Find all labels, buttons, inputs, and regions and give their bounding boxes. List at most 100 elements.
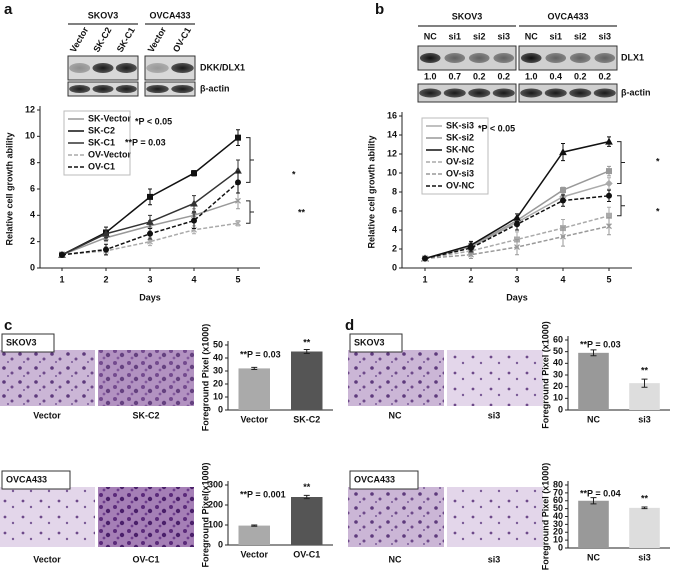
band [115, 63, 137, 73]
band [92, 63, 114, 73]
cell-line-label: SKOV3 [452, 11, 483, 21]
y-tick-label: 50 [553, 346, 563, 356]
micrograph [0, 487, 95, 547]
annotation: ** [641, 493, 649, 503]
marker [235, 197, 241, 204]
y-tick-label: 50 [553, 503, 563, 513]
marker [560, 187, 566, 194]
marker [235, 220, 241, 227]
legend-box [63, 110, 131, 176]
micrograph [348, 350, 444, 406]
y-tick-label: 4 [392, 224, 397, 234]
y-tick-label: 20 [553, 381, 563, 391]
legend-label: SK-NC [446, 144, 475, 154]
y-tick-label: 2 [30, 236, 35, 246]
x-tick-label: 3 [147, 274, 152, 284]
label-box [1, 470, 71, 490]
band [520, 88, 543, 98]
marker [190, 199, 198, 207]
annotation: ** [303, 482, 311, 492]
band [544, 88, 567, 98]
y-tick-label: 10 [25, 131, 35, 141]
row-label: DLX1 [621, 52, 644, 62]
band [92, 85, 114, 93]
band [69, 63, 91, 73]
y-tick-label: 2 [392, 243, 397, 253]
micrograph [98, 350, 194, 406]
y-tick-label: 10 [387, 167, 397, 177]
y-tick-label: 40 [553, 358, 563, 368]
y-axis-label: Foreground Pixel(x1000) [200, 462, 210, 567]
y-tick-label: 8 [392, 186, 397, 196]
band [593, 88, 616, 98]
quantification: 0.2 [497, 71, 510, 81]
x-tick-label: 1 [59, 274, 64, 284]
lane-label: NC [424, 31, 437, 41]
cell-line-label: OVCA433 [354, 474, 395, 484]
lane-label: OV-C1 [171, 25, 193, 53]
band [444, 53, 466, 63]
annotation: *P < 0.05 [478, 123, 515, 133]
marker [103, 246, 109, 253]
band [146, 63, 169, 73]
legend-label: OV-Vector [88, 149, 132, 159]
quantification: 0.2 [473, 71, 486, 81]
annotation: ** [298, 207, 306, 217]
annotation: * [656, 206, 660, 216]
marker [59, 251, 65, 258]
y-tick-label: 80 [553, 479, 563, 489]
y-tick-label: 70 [553, 487, 563, 497]
error-bar [641, 506, 648, 510]
bar [578, 500, 609, 548]
marker [235, 179, 241, 186]
row-label: β-actin [621, 87, 651, 97]
y-tick-label: 14 [387, 129, 397, 139]
band [419, 53, 441, 63]
y-tick-label: 10 [213, 391, 223, 401]
y-tick-label: 30 [553, 519, 563, 529]
band [545, 53, 567, 63]
bar [238, 525, 270, 545]
micrograph [447, 350, 543, 406]
legend-label: SK-C2 [88, 125, 115, 135]
marker [514, 221, 520, 228]
annotation: **P = 0.03 [580, 339, 621, 349]
lane-label: Vector [146, 25, 169, 54]
blot [518, 83, 618, 103]
micrograph-label: NC [389, 410, 402, 420]
lane-label: si2 [473, 31, 486, 41]
annotation: **P = 0.04 [580, 488, 621, 498]
lane-label: si2 [574, 31, 587, 41]
lane-label: si1 [549, 31, 562, 41]
y-tick-label: 100 [208, 519, 223, 529]
line [424, 215, 610, 260]
cell-line-label: SKOV3 [88, 10, 119, 20]
bar [238, 368, 270, 410]
quantification: 1.0 [525, 71, 538, 81]
blot [417, 83, 517, 103]
band [468, 53, 490, 63]
panel-label: c [4, 317, 12, 334]
bracket [617, 141, 625, 184]
band [171, 63, 194, 73]
band [468, 88, 491, 98]
x-tick-label: NC [587, 552, 600, 562]
marker [605, 137, 613, 145]
band [492, 88, 515, 98]
band [419, 88, 442, 98]
annotation: **P = 0.03 [240, 349, 281, 359]
micrograph [0, 350, 95, 406]
marker [147, 230, 153, 237]
marker [468, 251, 474, 258]
x-tick-label: 4 [560, 274, 565, 284]
band [520, 53, 542, 63]
label-box [1, 333, 55, 353]
y-tick-label: 12 [387, 148, 397, 158]
micrograph-label: SK-C2 [132, 410, 159, 420]
x-tick-label: 2 [468, 274, 473, 284]
bracket [246, 200, 254, 224]
x-tick-label: 4 [191, 274, 196, 284]
annotation: * [292, 169, 296, 179]
cell-line-label: SKOV3 [6, 337, 37, 347]
